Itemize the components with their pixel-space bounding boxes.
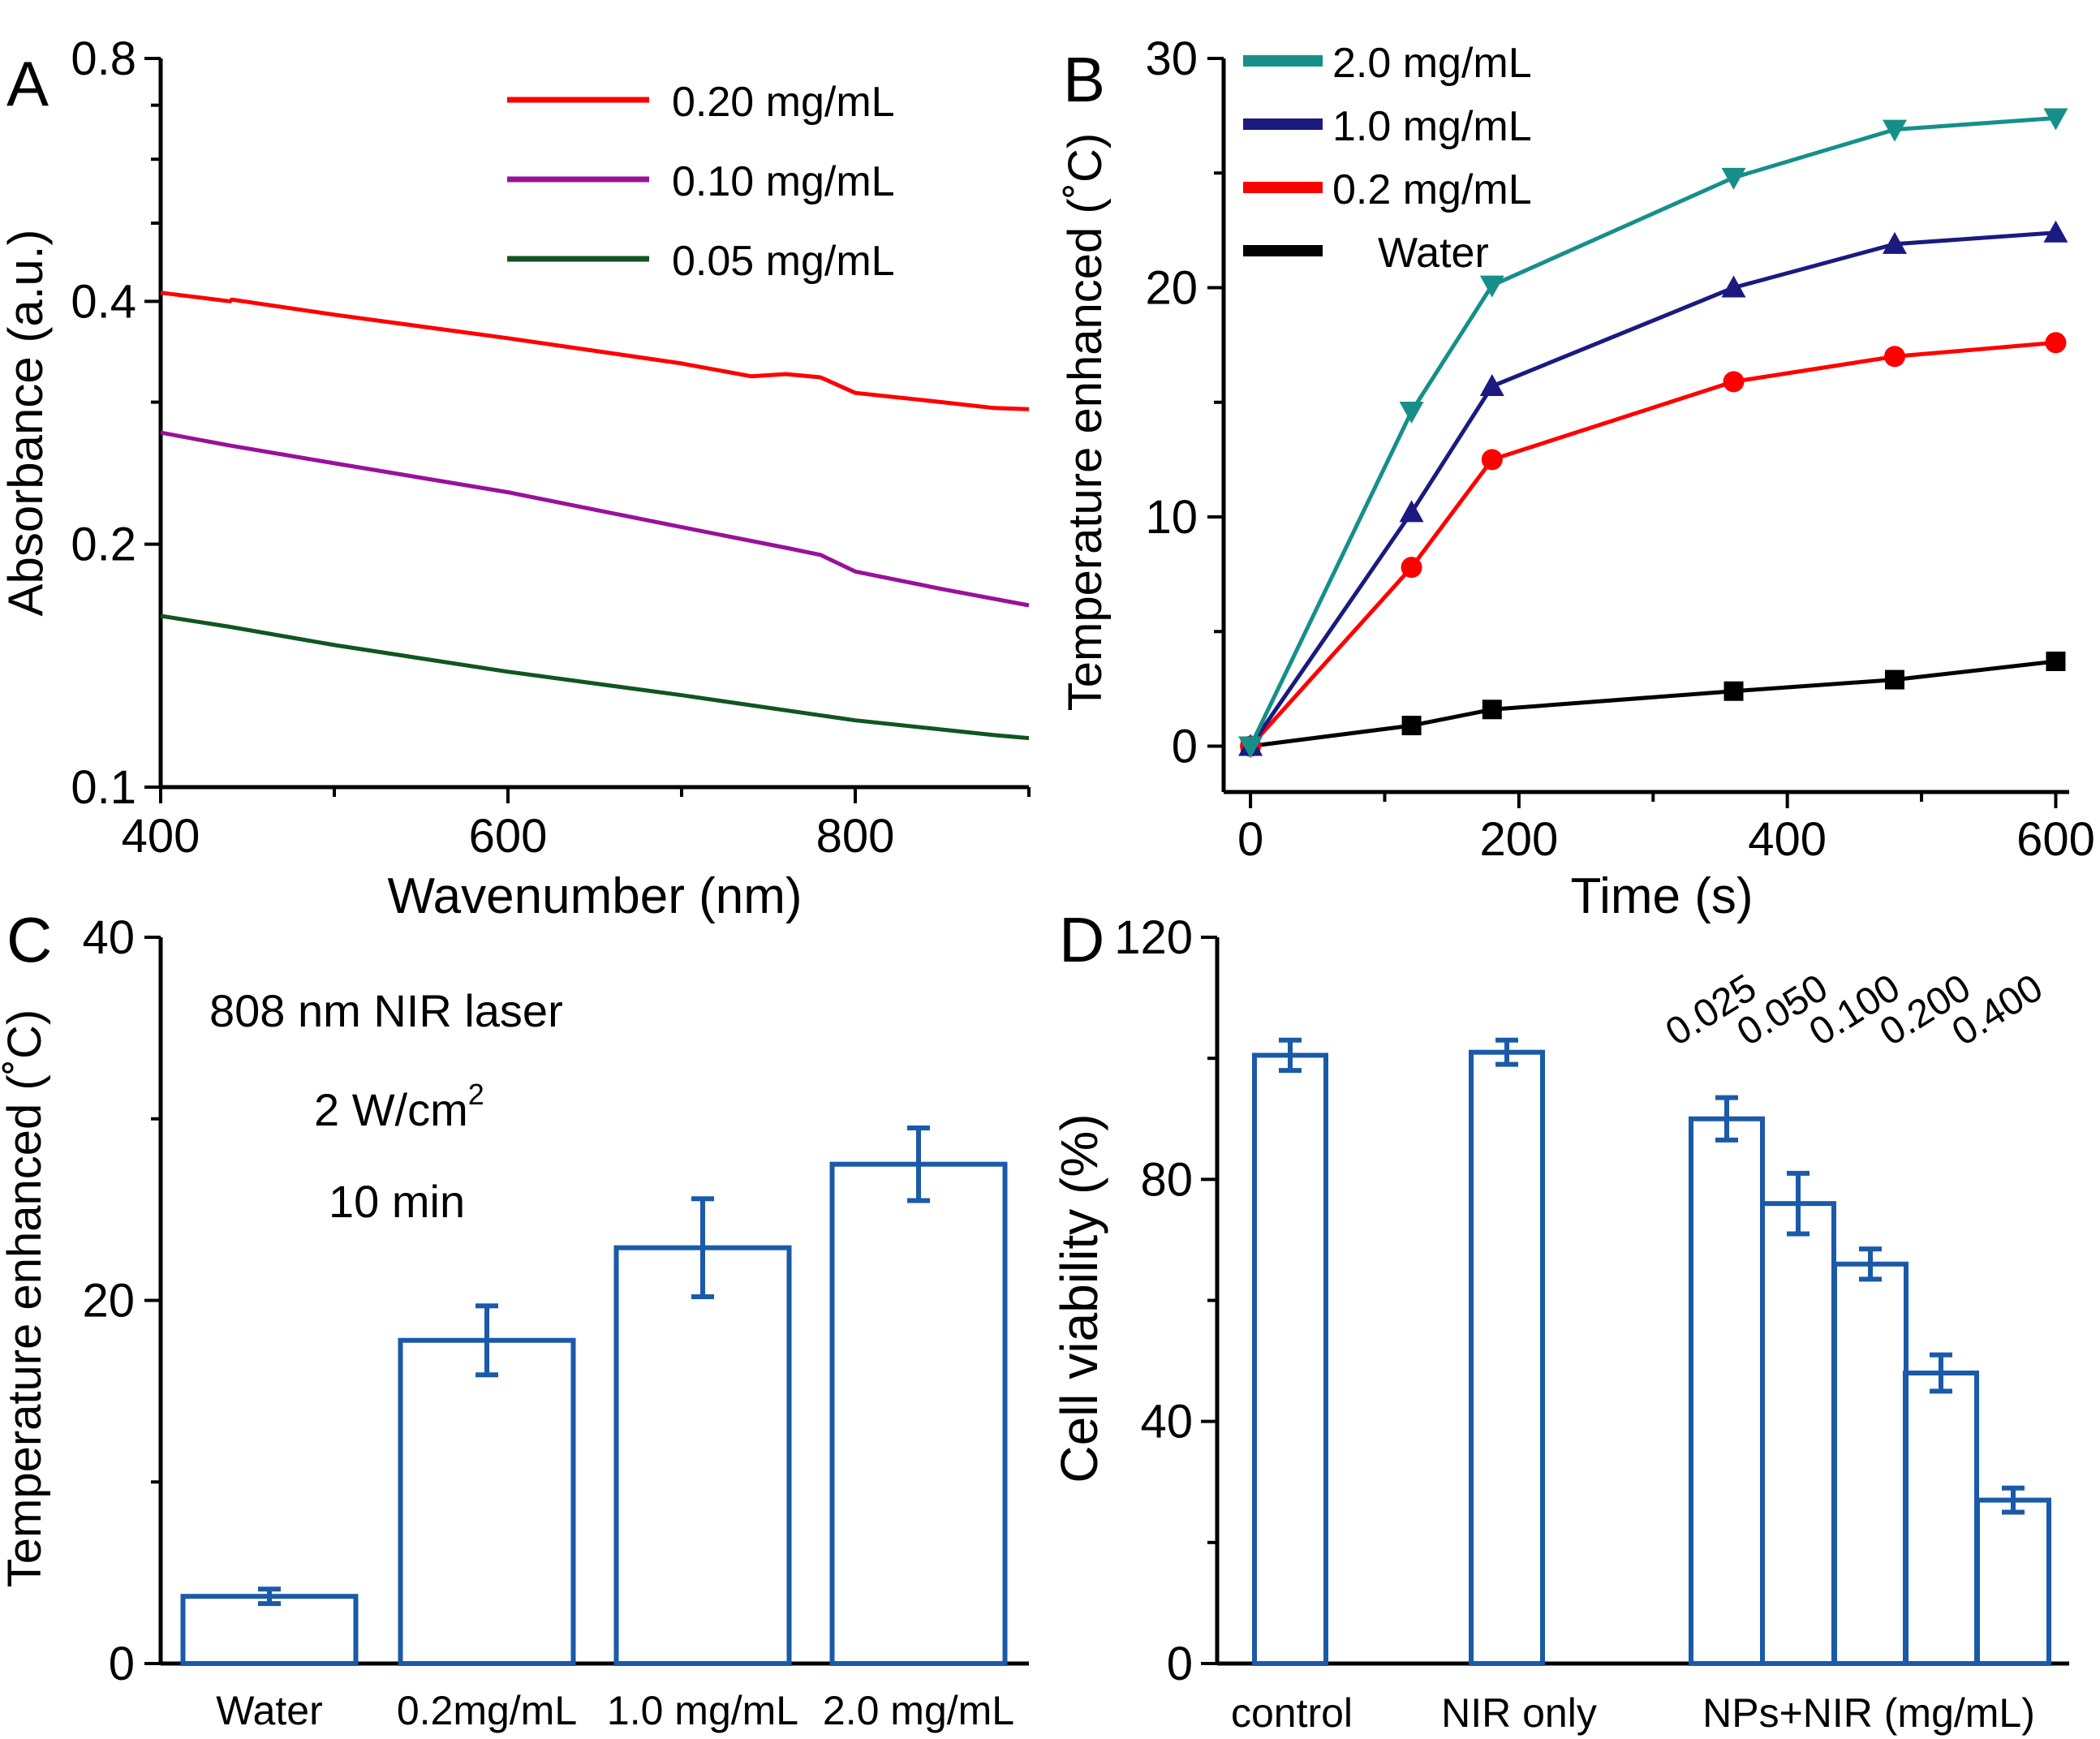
series-line-Water [1250, 659, 2056, 748]
panel-d-letter: D [1059, 904, 1104, 975]
legend-label: 1.0 mg/mL [1332, 103, 1532, 150]
series-line-0-05-mg-mL [160, 613, 1030, 741]
x-tick-label: 0 [1237, 813, 1263, 866]
legend-label: 0.05 mg/mL [672, 238, 895, 285]
y-tick-label: 0.8 [71, 32, 136, 85]
x-category-label: 2.0 mg/mL [823, 1688, 1014, 1733]
x-category-label: 0.2mg/mL [397, 1688, 577, 1733]
bar [1469, 1049, 1545, 1667]
data-point-triangle [1399, 402, 1424, 424]
bar [1975, 1497, 2051, 1666]
annotation-duration: 10 min [329, 1176, 465, 1227]
y-tick-label: 20 [82, 1275, 135, 1328]
y-tick-label: 0 [1167, 1638, 1193, 1690]
x-group-label: NIR only [1441, 1690, 1597, 1736]
panel-a: A 400 600 800 0.1 0.2 0.4 0.8 Wavenumber (nm) Ab… [0, 32, 1031, 924]
y-tick-label: 80 [1140, 1153, 1193, 1206]
data-point-triangle [1238, 736, 1263, 759]
data-point-circle [1401, 557, 1422, 579]
panel-b-letter: B [1063, 44, 1105, 115]
y-axis-label: Absorbance (a.u.) [0, 230, 53, 617]
y-tick-label: 0.1 [71, 761, 136, 814]
series-line-0-10-mg-mL [160, 430, 1030, 608]
annotation-power: 2 W/cm2 [314, 1078, 484, 1135]
bar [1252, 1052, 1328, 1666]
panel-a-letter: A [6, 48, 49, 119]
legend-label: 2.0 mg/mL [1332, 40, 1532, 87]
x-tick-label: 200 [1479, 813, 1558, 866]
legend-label: Water [1378, 230, 1489, 277]
x-group-label: NPs+NIR (mg/mL) [1702, 1690, 2035, 1736]
y-axis-label: Temperature enhanced (˚C) [1059, 133, 1112, 711]
data-point-triangle [1399, 500, 1424, 523]
x-tick-label: 400 [122, 810, 200, 863]
data-point-square [2046, 651, 2066, 671]
series-line-1-0-mg-mL [1249, 230, 2056, 747]
data-point-circle [1723, 371, 1745, 393]
data-point-square [1884, 669, 1904, 690]
data-point-triangle [1721, 275, 1746, 298]
data-point-triangle [2043, 220, 2068, 243]
series-line-2-0-mg-mL [1248, 116, 2056, 747]
bar [1832, 1261, 1909, 1666]
y-tick-label: 10 [1145, 491, 1198, 544]
annotation-power-value: 2 W/cm [314, 1084, 468, 1135]
data-point-square [1401, 716, 1422, 736]
x-category-label: Water [216, 1688, 323, 1733]
series-line-0-2-mg-mL [1249, 340, 2056, 748]
bar [1689, 1116, 1765, 1666]
data-point-circle [1481, 449, 1503, 471]
annotation-power-superscript: 2 [468, 1078, 484, 1111]
y-axis-label: Cell viability (%) [1050, 1113, 1108, 1483]
data-point-circle [1883, 346, 1905, 368]
data-point-square [1482, 699, 1502, 720]
legend-label: 0.20 mg/mL [672, 79, 895, 126]
bar [829, 1161, 1008, 1666]
x-category-label: 1.0 mg/mL [607, 1688, 798, 1733]
y-tick-label: 0 [109, 1638, 135, 1690]
panel-c: C 0 20 40 Temperature enhanced (˚C) Water 0.2… [0, 904, 1029, 1733]
bar [613, 1245, 792, 1667]
panel-b: B 0 200 400 600 0 10 20 30 Time (s) Temperature e… [1059, 32, 2095, 924]
series-line-0-20-mg-mL [160, 291, 1030, 411]
y-tick-label: 30 [1145, 32, 1198, 85]
y-tick-label: 40 [82, 911, 135, 964]
bar [398, 1337, 576, 1666]
legend-label: 0.2 mg/mL [1332, 166, 1532, 213]
x-axis-label: Time (s) [1571, 868, 1754, 924]
y-tick-label: 20 [1145, 262, 1198, 315]
data-point-triangle [2043, 108, 2068, 131]
x-tick-label: 600 [2016, 813, 2095, 866]
y-tick-label: 120 [1114, 911, 1193, 964]
data-point-square [1723, 681, 1744, 701]
data-point-triangle [1721, 167, 1746, 190]
y-tick-label: 0 [1172, 721, 1198, 773]
data-point-triangle [1882, 231, 1907, 254]
bar [1903, 1371, 1979, 1666]
x-axis-label: Wavenumber (nm) [387, 868, 802, 924]
legend-label: 0.10 mg/mL [672, 158, 895, 205]
data-point-circle [2045, 332, 2067, 354]
y-axis-label: Temperature enhanced (˚C) [0, 1009, 51, 1587]
annotation-laser: 808 nm NIR laser [209, 985, 563, 1036]
x-tick-label: 400 [1748, 813, 1827, 866]
data-point-triangle [1479, 373, 1504, 396]
x-tick-label: 600 [469, 810, 548, 863]
data-point-triangle [1479, 275, 1504, 298]
panel-c-letter: C [6, 904, 52, 975]
data-point-triangle [1882, 119, 1907, 142]
bar [180, 1594, 359, 1667]
y-tick-label: 40 [1140, 1396, 1193, 1448]
y-tick-label: 0.2 [71, 519, 136, 571]
y-tick-label: 0.4 [71, 275, 136, 328]
bar [1760, 1201, 1836, 1666]
x-tick-label: 800 [816, 810, 895, 863]
x-group-label: control [1231, 1690, 1353, 1736]
